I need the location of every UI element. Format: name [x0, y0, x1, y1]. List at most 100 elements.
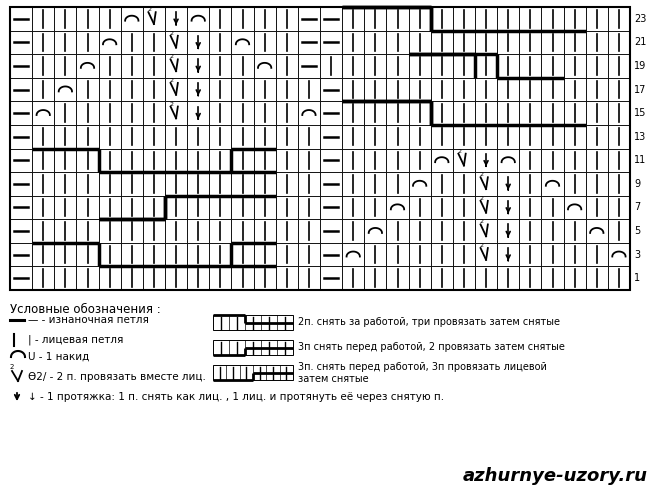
Text: 2: 2	[479, 243, 483, 248]
Bar	[409, 219, 431, 243]
Bar	[386, 196, 409, 219]
Bar	[342, 266, 364, 290]
Bar	[364, 172, 386, 196]
Bar	[121, 101, 143, 125]
Text: 2: 2	[169, 31, 173, 36]
Bar	[342, 243, 364, 266]
Bar	[342, 125, 364, 149]
Bar	[409, 7, 431, 31]
Text: 5: 5	[634, 226, 640, 236]
Bar	[320, 54, 342, 78]
Bar	[213, 315, 293, 330]
Bar	[54, 149, 76, 172]
Bar	[254, 54, 276, 78]
Text: U - 1 накид: U - 1 накид	[28, 352, 90, 362]
Text: 2: 2	[479, 220, 483, 225]
Bar	[76, 125, 99, 149]
Bar	[187, 243, 209, 266]
Bar	[165, 78, 187, 101]
Bar	[76, 219, 99, 243]
Bar	[32, 243, 54, 266]
Bar	[187, 31, 209, 54]
Bar	[298, 266, 320, 290]
Bar	[519, 243, 542, 266]
Bar	[320, 7, 342, 31]
Bar	[298, 219, 320, 243]
Bar	[54, 54, 76, 78]
Text: 3п. снять перед работой, 3п провязать лицевой: 3п. снять перед работой, 3п провязать ли…	[298, 362, 547, 372]
Bar	[143, 172, 165, 196]
Bar	[608, 266, 630, 290]
Bar	[231, 172, 254, 196]
Bar	[564, 266, 586, 290]
Bar	[276, 101, 298, 125]
Bar	[608, 172, 630, 196]
Bar	[254, 149, 276, 172]
Bar	[409, 101, 431, 125]
Bar	[386, 172, 409, 196]
Text: 7: 7	[634, 202, 640, 212]
Bar	[431, 243, 453, 266]
Bar	[32, 172, 54, 196]
Bar	[409, 54, 431, 78]
Bar	[143, 31, 165, 54]
Bar	[231, 266, 254, 290]
Text: 19: 19	[634, 61, 646, 71]
Text: 2п. снять за работой, три провязать затем снятые: 2п. снять за работой, три провязать зате…	[298, 317, 560, 327]
Bar	[209, 125, 231, 149]
Bar	[209, 266, 231, 290]
Bar	[10, 149, 32, 172]
Bar	[99, 78, 121, 101]
Bar	[364, 266, 386, 290]
Bar	[165, 149, 187, 172]
Bar	[320, 266, 342, 290]
Bar	[121, 149, 143, 172]
Bar	[519, 149, 542, 172]
Bar	[10, 219, 32, 243]
Text: 2: 2	[169, 54, 173, 59]
Bar	[364, 149, 386, 172]
Bar	[475, 196, 497, 219]
Text: | - лицевая петля: | - лицевая петля	[28, 335, 124, 345]
Bar	[364, 54, 386, 78]
Text: — - изнаночная петля: — - изнаночная петля	[28, 315, 149, 325]
Text: ↓ - 1 протяжка: 1 п. снять как лиц. , 1 лиц. и протянуть её через снятую п.: ↓ - 1 протяжка: 1 п. снять как лиц. , 1 …	[28, 392, 444, 402]
Bar	[10, 125, 32, 149]
Bar	[586, 78, 608, 101]
Bar	[209, 54, 231, 78]
Bar	[519, 196, 542, 219]
Bar	[143, 266, 165, 290]
Bar	[32, 78, 54, 101]
Bar	[298, 7, 320, 31]
Bar	[519, 172, 542, 196]
Bar	[542, 101, 564, 125]
Bar	[187, 78, 209, 101]
Bar	[409, 266, 431, 290]
Bar	[99, 101, 121, 125]
Bar	[187, 172, 209, 196]
Bar	[409, 172, 431, 196]
Bar	[99, 243, 121, 266]
Bar	[475, 78, 497, 101]
Bar	[608, 7, 630, 31]
Bar	[165, 219, 187, 243]
Bar	[409, 196, 431, 219]
Bar	[298, 54, 320, 78]
Bar	[586, 172, 608, 196]
Bar	[564, 219, 586, 243]
Text: 17: 17	[634, 84, 647, 94]
Bar	[231, 243, 254, 266]
Bar	[209, 243, 231, 266]
Bar	[276, 78, 298, 101]
Bar	[475, 31, 497, 54]
Bar	[564, 196, 586, 219]
Bar	[497, 101, 519, 125]
Bar	[431, 31, 453, 54]
Bar	[519, 266, 542, 290]
Bar	[54, 78, 76, 101]
Bar	[320, 172, 342, 196]
Bar	[54, 196, 76, 219]
Bar	[542, 243, 564, 266]
Bar	[497, 7, 519, 31]
Bar	[586, 266, 608, 290]
